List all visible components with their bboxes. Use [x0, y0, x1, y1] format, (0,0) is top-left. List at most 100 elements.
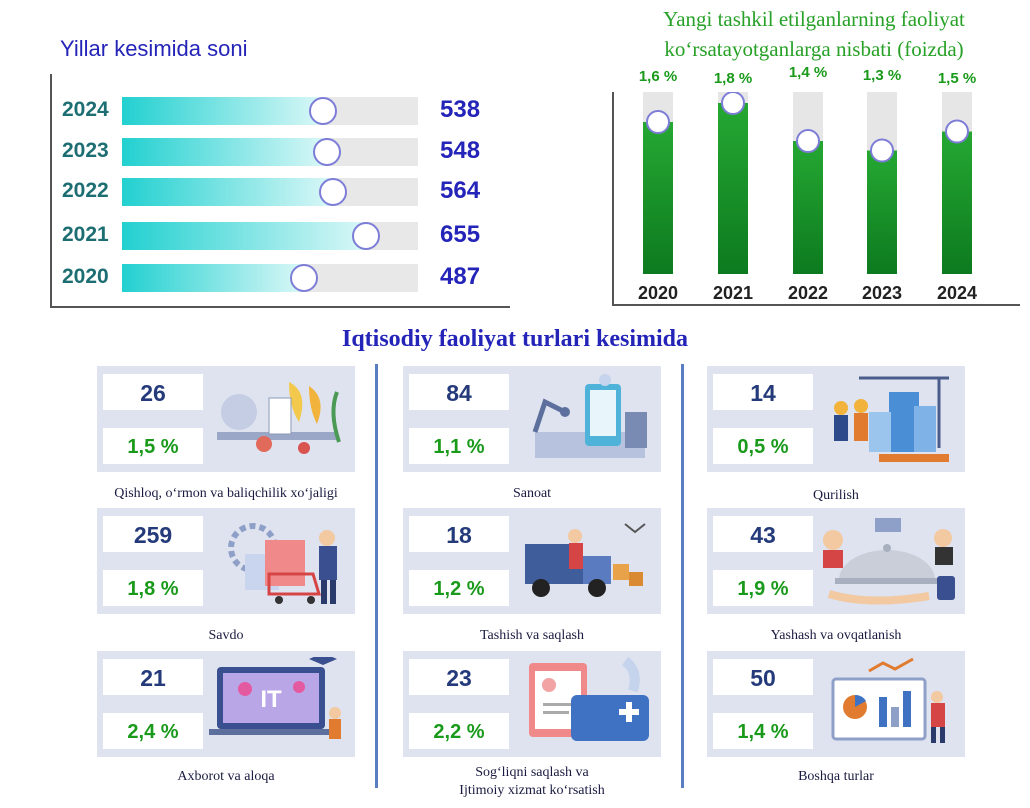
delivery-truck-icon	[525, 523, 646, 597]
analytics-board-icon	[831, 657, 945, 743]
hbar	[122, 178, 331, 206]
activity-card: 23 2,2 %	[403, 651, 661, 757]
vbar-value-label: 1,4 %	[788, 64, 828, 81]
construction-icon	[834, 376, 949, 462]
activity-label-line1: Qurilish	[813, 488, 859, 503]
vbar-marker-icon	[646, 110, 670, 134]
hbar-row: 2023 548	[52, 135, 512, 169]
vbar-marker-icon	[870, 138, 894, 163]
right-chart-title: Yangi tashkil etilganlarning faoliyat ko…	[600, 4, 1028, 64]
percent-box: 1,8 %	[103, 570, 203, 606]
activity-count: 43	[750, 522, 776, 548]
activity-label-line1: Boshqa turlar	[798, 769, 874, 784]
hbar-category-label: 2020	[62, 265, 109, 288]
hbar-category-label: 2023	[62, 139, 109, 162]
activity-label: Sog‘liqni saqlash va Ijtimoiy xizmat ko‘r…	[382, 764, 682, 800]
percent-box: 1,5 %	[103, 428, 203, 464]
vbar	[793, 141, 823, 274]
activity-card: 26 1,5 %	[97, 366, 355, 472]
activity-card: 21 2,4 % IT	[97, 651, 355, 757]
hbar-marker-icon	[312, 138, 341, 166]
activity-label-line1: Yashash va ovqatlanish	[770, 628, 902, 643]
hbar-track	[122, 222, 418, 250]
activity-percent: 1,5 %	[127, 436, 179, 458]
hbar	[122, 97, 322, 125]
activity-label: Tashish va saqlash	[382, 627, 682, 645]
vbar	[942, 131, 972, 274]
activity-percent: 2,2 %	[433, 721, 485, 743]
vertical-bar-chart-svg: 2020 2021 2022 2023 2024	[638, 91, 977, 303]
hbar-marker-icon	[318, 178, 347, 206]
activity-card: 259 1,8 %	[97, 508, 355, 614]
vbar	[643, 122, 673, 274]
hbar-value-label: 548	[440, 137, 481, 164]
hbar-value-label: 564	[440, 177, 481, 204]
hbar-track	[122, 138, 418, 166]
column-divider	[375, 364, 378, 788]
percent-box: 2,4 %	[103, 713, 203, 749]
hbar-row: 2024 538	[52, 94, 512, 128]
right-chart-title-line2: ko‘rsatayotganlarga nisbati (foizda)	[664, 37, 964, 61]
activity-label-line1: Tashish va saqlash	[479, 628, 584, 643]
vbar-value-label: 1,6 %	[638, 68, 678, 85]
percent-box: 1,4 %	[713, 713, 813, 749]
activity-count: 18	[446, 522, 472, 548]
activity-count: 14	[750, 380, 776, 406]
hbar-track	[122, 97, 418, 125]
activity-label-line1: Axborot va aloqa	[177, 769, 275, 784]
vbar-marker-icon	[721, 91, 745, 115]
hbar-marker-icon	[290, 264, 319, 292]
hbar-row: 2022 564	[52, 175, 512, 209]
left-chart-title: Yillar kesimida soni	[60, 36, 248, 61]
vbar-value-label: 1,8 %	[713, 70, 753, 87]
activity-card: 14 0,5 %	[707, 366, 965, 472]
activity-count: 26	[140, 380, 166, 406]
vbar-marker-icon	[796, 129, 820, 153]
vbar-category-label: 2023	[862, 283, 902, 303]
activity-card: 84 1,1 %	[403, 366, 661, 472]
hbar-category-label: 2024	[62, 98, 109, 121]
percent-box: 1,9 %	[713, 570, 813, 606]
vbar	[718, 103, 748, 274]
hbar-value-label: 487	[440, 263, 481, 290]
agriculture-icon	[217, 382, 341, 454]
activity-count: 21	[140, 665, 166, 691]
hbar-row: 2020 487	[52, 261, 512, 295]
activity-label: Axborot va aloqa	[76, 768, 376, 786]
activity-count: 84	[446, 380, 472, 406]
activity-percent: 0,5 %	[737, 436, 789, 458]
activity-card: 43 1,9 %	[707, 508, 965, 614]
vbar-value-label: 1,5 %	[937, 70, 977, 87]
hbar-category-label: 2021	[62, 223, 109, 246]
activity-label: Qurilish	[686, 487, 986, 505]
percent-box: 0,5 %	[713, 428, 813, 464]
hbar-value-label: 655	[440, 221, 481, 248]
count-box: 21	[103, 659, 203, 695]
vertical-bar-chart: 2020 2021 2022 2023 2024 1,6 % 1,8 % 1,4 % 1,3 …	[612, 64, 1020, 306]
activity-label-line1: Sog‘liqni saqlash va	[475, 765, 589, 780]
svg-text:IT: IT	[260, 686, 282, 713]
it-laptop-icon: IT	[209, 657, 341, 739]
medical-icon	[529, 657, 649, 741]
activity-percent: 2,4 %	[127, 721, 179, 743]
hbar-marker-icon	[352, 222, 381, 250]
percent-box: 1,2 %	[409, 570, 509, 606]
activity-label-line1: Savdo	[208, 628, 244, 643]
count-box: 43	[713, 516, 813, 552]
activity-percent: 1,1 %	[433, 436, 485, 458]
count-box: 259	[103, 516, 203, 552]
hbar	[122, 138, 325, 166]
food-service-icon	[823, 518, 955, 605]
activity-count: 259	[133, 522, 173, 548]
activity-card: 18 1,2 %	[403, 508, 661, 614]
vbar-category-label: 2020	[638, 283, 678, 303]
activity-percent: 1,9 %	[737, 578, 789, 600]
activity-percent: 1,4 %	[737, 721, 789, 743]
count-box: 84	[409, 374, 509, 410]
hbar-track	[122, 178, 418, 206]
vbar	[867, 150, 897, 274]
activity-label-line1: Sanoat	[512, 486, 552, 501]
hbar-category-label: 2022	[62, 179, 109, 202]
count-box: 23	[409, 659, 509, 695]
hbar-marker-icon	[309, 97, 338, 125]
